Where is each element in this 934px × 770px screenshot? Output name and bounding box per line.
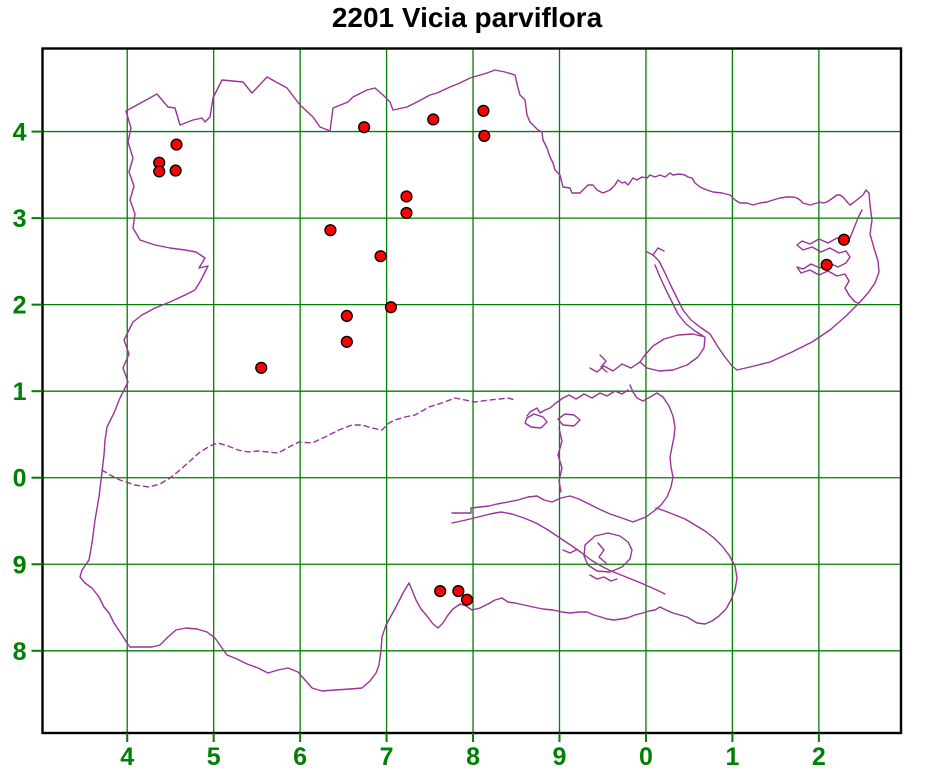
record-dot bbox=[477, 104, 490, 117]
map-outline-west-north-coast bbox=[79, 69, 880, 648]
map-outline-vc-boundary bbox=[101, 397, 516, 488]
map-outline-dengie-thames-north-bank bbox=[451, 384, 676, 523]
y-axis-tick-label: 9 bbox=[13, 551, 27, 579]
y-axis-tick-label: 0 bbox=[13, 465, 27, 493]
y-axis-tick-label: 3 bbox=[13, 205, 27, 233]
map-outline-maldon-blob bbox=[524, 413, 548, 429]
record-dot bbox=[820, 258, 833, 271]
x-axis-tick-label: 5 bbox=[207, 743, 221, 770]
x-axis-tick-label: 4 bbox=[120, 743, 134, 770]
map-outline-colne-west-bank bbox=[654, 264, 704, 337]
map-outline-island-creek-1 bbox=[589, 574, 618, 582]
record-dot bbox=[340, 335, 353, 348]
map-title: 2201 Vicia parviflora bbox=[331, 2, 603, 33]
map-outline-blackwater-creek bbox=[599, 354, 608, 373]
map-outline-blackwater-north-channel bbox=[589, 361, 641, 373]
record-dot bbox=[478, 129, 491, 143]
x-axis-tick-label: 9 bbox=[553, 743, 567, 770]
record-dot bbox=[400, 190, 413, 203]
record-dot bbox=[452, 584, 465, 598]
x-axis-tick-label: 8 bbox=[466, 743, 480, 770]
y-axis-tick-label: 8 bbox=[13, 638, 27, 666]
map-outline-canvey-island bbox=[583, 532, 633, 573]
record-dot bbox=[374, 250, 387, 263]
record-dot bbox=[169, 164, 182, 177]
y-axis-tick-label: 4 bbox=[13, 119, 27, 147]
record-dot bbox=[358, 121, 371, 134]
record-dot bbox=[427, 113, 440, 126]
map-outline-south-landmass-coast bbox=[129, 507, 738, 692]
map-outline-mersea-island bbox=[639, 333, 706, 372]
record-dot bbox=[153, 165, 166, 178]
record-dot bbox=[170, 138, 183, 151]
record-dot bbox=[434, 584, 447, 598]
x-axis-tick-label: 1 bbox=[725, 743, 739, 770]
record-dot bbox=[324, 224, 337, 237]
y-axis-tick-label: 2 bbox=[13, 292, 27, 320]
record-dot bbox=[460, 593, 474, 606]
x-axis-tick-label: 0 bbox=[639, 743, 653, 770]
map-outline-osea-island bbox=[557, 413, 581, 427]
map-outline-island-creek-3 bbox=[597, 542, 607, 564]
map-outline-thames-south-bank bbox=[451, 511, 666, 595]
map-outline-colne-head-fork bbox=[652, 247, 665, 256]
record-dot bbox=[384, 301, 398, 314]
map-outline-harwich-estuaries bbox=[796, 209, 863, 304]
map-outline-island-creek-2 bbox=[562, 549, 577, 554]
record-dot bbox=[400, 206, 413, 220]
record-dot bbox=[837, 233, 851, 246]
record-dot bbox=[340, 309, 353, 322]
x-axis-tick-label: 2 bbox=[812, 743, 826, 770]
map-outline-blackwater-south-bank bbox=[526, 389, 629, 417]
y-axis-tick-label: 1 bbox=[13, 378, 27, 406]
map-outline-crouch-link bbox=[557, 427, 563, 493]
record-dot bbox=[255, 361, 268, 374]
x-axis-tick-label: 6 bbox=[293, 743, 307, 770]
x-axis-tick-label: 7 bbox=[380, 743, 394, 770]
